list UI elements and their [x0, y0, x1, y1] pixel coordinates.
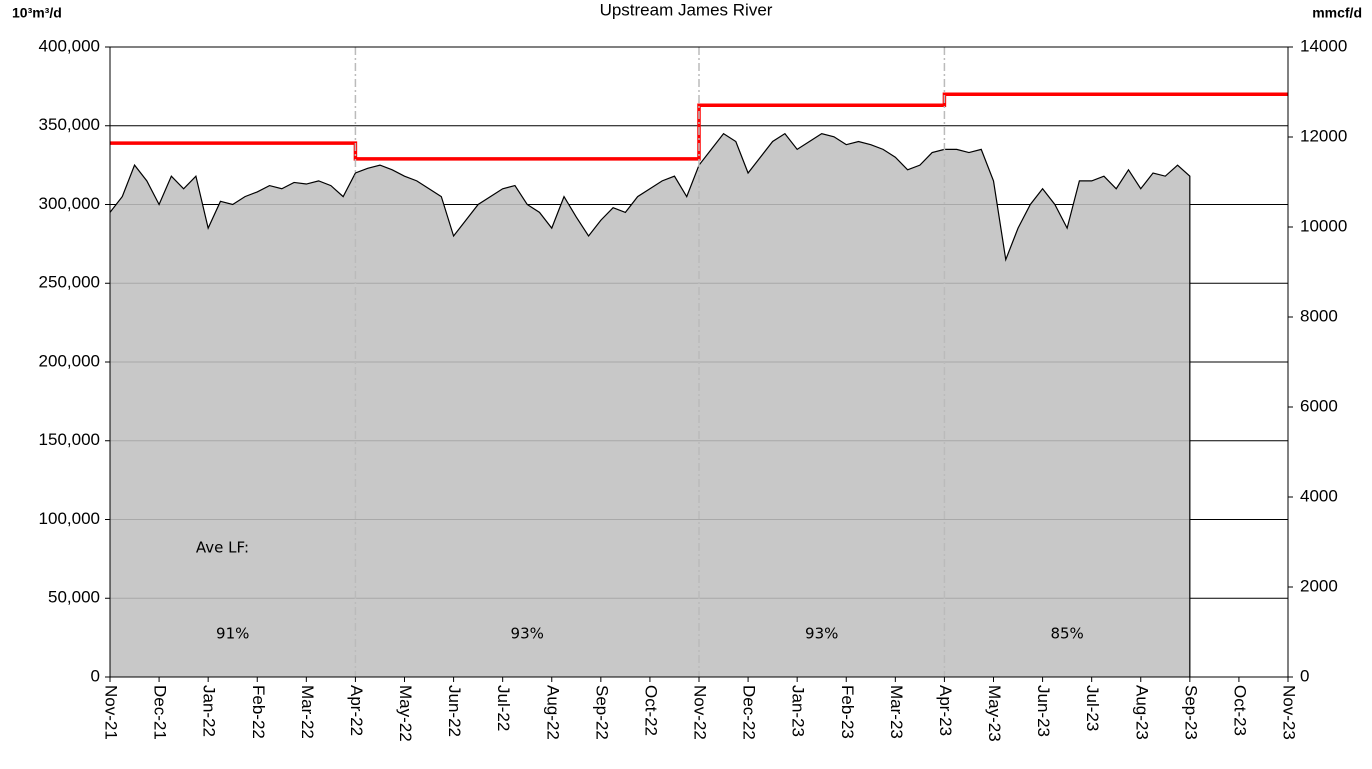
annotation: 91% — [216, 625, 249, 643]
y-tick-label: 50,000 — [48, 588, 100, 607]
x-tick-label: Feb-23 — [838, 685, 857, 739]
y-tick-label: 300,000 — [39, 194, 100, 213]
y2-tick-label: 2000 — [1300, 576, 1338, 595]
y-tick-label: 100,000 — [39, 509, 100, 528]
x-tick-label: Mar-23 — [887, 685, 906, 739]
x-tick-label: Sep-23 — [1181, 685, 1200, 740]
y2-tick-label: 12000 — [1300, 126, 1347, 145]
y-tick-label: 250,000 — [39, 273, 100, 292]
x-tick-label: Jan-22 — [200, 685, 219, 737]
y2-tick-label: 0 — [1300, 666, 1309, 685]
x-tick-label: Jan-23 — [789, 685, 808, 737]
y2-tick-label: 6000 — [1300, 396, 1338, 415]
y-tick-label: 150,000 — [39, 430, 100, 449]
y2-tick-label: 10000 — [1300, 216, 1347, 235]
x-tick-label: Dec-22 — [740, 685, 759, 740]
annotation: 85% — [1050, 625, 1083, 643]
area-line — [109, 132, 1191, 677]
x-tick-label: Apr-22 — [347, 685, 366, 736]
y-tick-label: 0 — [91, 666, 100, 685]
x-tick-label: Oct-23 — [1230, 685, 1249, 736]
y-axis-label: 10³m³/d — [12, 5, 62, 21]
x-tick-label: Dec-21 — [151, 685, 170, 740]
x-tick-label: Jul-23 — [1083, 685, 1102, 731]
area — [110, 133, 1190, 677]
y2-axis-label: mmcf/d — [1312, 5, 1362, 21]
x-tick-label: May-22 — [396, 685, 415, 742]
annotation: 93% — [805, 625, 838, 643]
chart-title: Upstream James River — [600, 0, 773, 19]
x-tick-label: Feb-22 — [249, 685, 268, 739]
x-tick-label: Jun-22 — [445, 685, 464, 737]
x-tick-label: Nov-22 — [691, 685, 710, 740]
x-tick-label: Apr-23 — [936, 685, 955, 736]
y2-tick-label: 14000 — [1300, 36, 1347, 55]
x-tick-label: Nov-23 — [1280, 685, 1299, 740]
x-tick-label: Jul-22 — [494, 685, 513, 731]
x-tick-label: May-23 — [985, 685, 1004, 742]
y-tick-label: 400,000 — [39, 36, 100, 55]
x-tick-label: Mar-22 — [298, 685, 317, 739]
x-tick-label: Nov-21 — [102, 685, 121, 740]
annotation-header: Ave LF: — [196, 539, 249, 557]
y2-tick-label: 8000 — [1300, 306, 1338, 325]
y-tick-label: 350,000 — [39, 115, 100, 134]
x-tick-label: Sep-22 — [592, 685, 611, 740]
x-tick-label: Aug-23 — [1132, 685, 1151, 740]
x-tick-label: Jun-23 — [1034, 685, 1053, 737]
x-tick-label: Aug-22 — [543, 685, 562, 740]
annotation: 93% — [511, 625, 544, 643]
y-tick-label: 200,000 — [39, 351, 100, 370]
x-tick-label: Oct-22 — [641, 685, 660, 736]
y2-tick-label: 4000 — [1300, 486, 1338, 505]
